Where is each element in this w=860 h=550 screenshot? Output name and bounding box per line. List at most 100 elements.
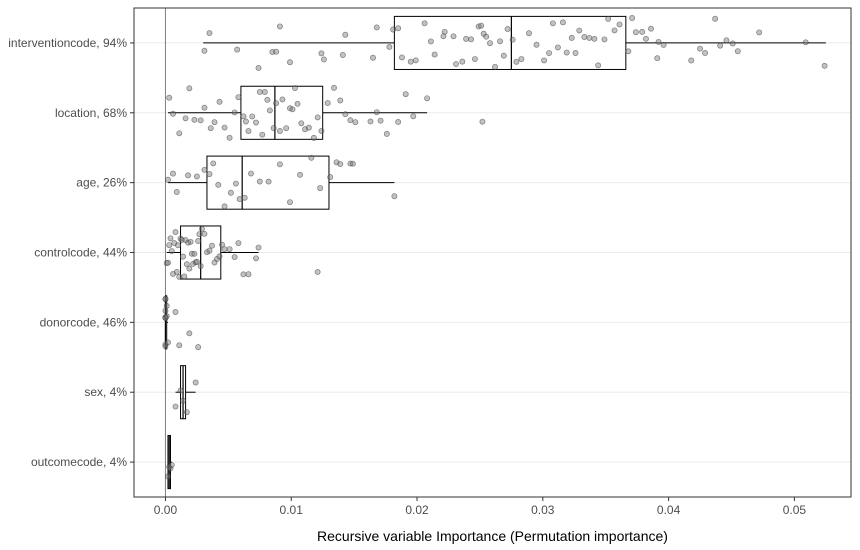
data-point [210,160,217,167]
data-point [255,244,262,251]
data-point [221,203,228,210]
data-point [339,52,346,58]
data-point [166,94,173,101]
data-point [568,34,575,41]
data-point [440,33,447,40]
data-point [165,259,171,266]
data-point [308,154,315,161]
y-tick-label: interventioncode, 94% [8,36,127,50]
data-point [187,238,194,245]
data-point [165,176,171,183]
data-point [421,20,428,27]
data-point [165,473,171,480]
box-layer [164,15,826,490]
data-point [276,161,283,168]
data-point [231,109,238,116]
data-point [273,100,280,107]
data-point [611,27,618,34]
data-point [563,49,570,56]
points-0 [201,15,828,71]
data-point [192,379,199,386]
x-tick-label: 0.00 [154,503,178,517]
data-point [206,171,213,178]
data-point [342,111,349,118]
data-point [310,134,317,141]
box-6 [167,435,172,490]
box-body [206,155,330,210]
data-point [541,57,548,64]
data-point [347,117,354,124]
data-point [513,58,520,65]
data-point [509,36,516,43]
data-point [497,38,503,45]
data-point [201,47,208,54]
data-point [195,344,202,351]
point-layer [162,15,828,480]
data-point [211,119,218,126]
data-point [191,250,198,257]
data-point [723,37,730,44]
data-point [181,273,188,280]
data-point [398,54,405,61]
data-point [342,31,349,38]
data-point [216,253,223,260]
data-point [167,235,174,242]
data-point [500,52,507,59]
data-point [352,119,359,126]
data-point [261,89,268,95]
points-6 [165,462,175,480]
data-point [734,48,741,55]
data-point [168,462,175,469]
data-point [292,85,298,91]
data-point [240,113,247,120]
points-3 [163,225,321,280]
data-point [265,178,272,185]
data-point [504,26,511,33]
box-5 [175,365,196,420]
data-point [215,181,222,188]
data-point [180,397,187,404]
data-point [712,15,719,22]
data-point [639,28,646,35]
data-point [729,40,736,47]
data-point [424,95,431,102]
y-tick-label: donorcode, 46% [40,315,128,329]
data-point [450,33,457,40]
data-point [431,51,438,58]
data-point [183,409,190,416]
data-point [463,35,470,42]
data-point [186,330,193,337]
data-point [167,465,174,472]
data-point [173,269,180,275]
data-point [276,23,283,30]
data-point [240,271,247,278]
data-point [395,25,402,32]
data-point [197,117,204,124]
data-point [235,240,242,247]
data-point [172,309,179,315]
data-point [273,48,280,55]
data-point [479,118,486,125]
data-point [176,342,183,349]
data-point [324,100,331,107]
data-point [186,85,193,92]
data-point [231,254,238,261]
data-point [266,107,273,114]
data-point [170,170,176,177]
data-point [554,44,561,51]
data-point [616,21,623,28]
data-point [185,172,192,179]
data-point [221,246,228,253]
data-point [660,41,667,48]
x-tick-label: 0.02 [405,503,429,517]
data-point [172,403,179,410]
data-point [209,242,215,249]
data-point [232,180,239,187]
data-point [702,50,709,56]
data-point [601,36,608,43]
x-tick-label: 0.04 [657,503,681,517]
data-point [207,125,214,132]
y-tick-label: controlcode, 44% [34,246,127,260]
data-point [206,247,213,254]
